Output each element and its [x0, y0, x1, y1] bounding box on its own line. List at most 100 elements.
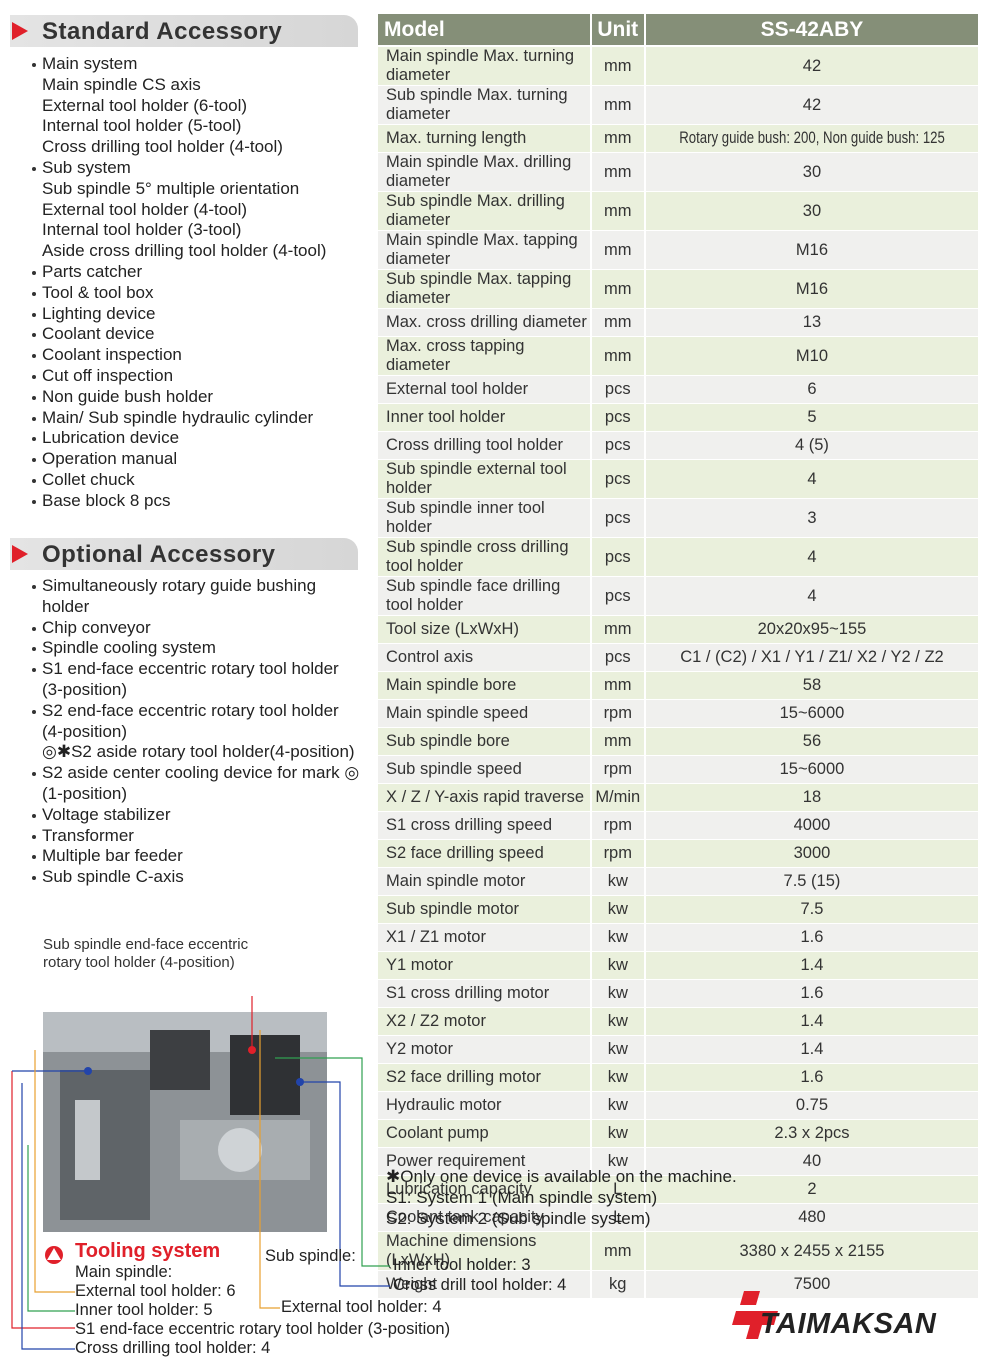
- table-cell: X2 / Z2 motor: [378, 1008, 592, 1036]
- table-row: S2 face drilling motor kw 1.6: [378, 1064, 980, 1092]
- table-cell: M16: [645, 270, 980, 309]
- table-row: Machine dimensions (LxWxH) mm 3380 x 2455 …: [378, 1232, 980, 1271]
- table-cell: Hydraulic motor: [378, 1092, 592, 1120]
- photo-part: [60, 1070, 150, 1220]
- table-cell: Lubrication capacity: [378, 1176, 592, 1204]
- table-row: Main spindle motor kw 7.5 (15): [378, 868, 980, 896]
- table-cell: Coolant tank capacity: [378, 1204, 592, 1232]
- table-cell: kw: [591, 924, 646, 952]
- callout-dot: [248, 1046, 256, 1054]
- table-row: Sub spindle cross drilling tool holder pc…: [378, 538, 980, 577]
- table-cell: pcs: [591, 376, 646, 404]
- table-cell: External tool holder: [378, 376, 592, 404]
- table-row: Control axis pcs C1 / (C2) / X1 / Y1 / Z1/…: [378, 644, 980, 672]
- photo-part: [230, 1035, 300, 1115]
- table-row: Max. cross drilling diameter mm 13: [378, 309, 980, 337]
- table-row: Sub spindle face drilling tool holder pcs…: [378, 577, 980, 616]
- table-cell: 2.3 x 2pcs: [645, 1120, 980, 1148]
- table-cell: 7500: [645, 1271, 980, 1299]
- table-row: Main spindle Max. turning diameter mm 42: [378, 47, 980, 86]
- table-cell: Sub spindle motor: [378, 896, 592, 924]
- table-cell: 56: [645, 728, 980, 756]
- list-subitem: Main spindle CS axis: [42, 74, 201, 94]
- table-cell: L: [591, 1176, 646, 1204]
- table-cell: Max. turning length: [378, 125, 592, 153]
- standard-list: Main system Main spindle CS axis External …: [30, 54, 368, 512]
- list-subitem: Internal tool holder (5-tool): [42, 116, 242, 136]
- table-row: S2 face drilling speed rpm 3000: [378, 840, 980, 868]
- list-item: Sub system: [30, 158, 368, 179]
- table-row: Main spindle Max. drilling diameter mm 30: [378, 153, 980, 192]
- table-cell: mm: [591, 192, 646, 231]
- table-row: Lubrication capacity L 2: [378, 1176, 980, 1204]
- table-cell: 4: [645, 460, 980, 499]
- header-cell: Model: [378, 14, 592, 47]
- table-row: S1 cross drilling speed rpm 4000: [378, 812, 980, 840]
- tooling-item: Inner tool holder: 5: [75, 1301, 213, 1319]
- table-row: Y1 motor kw 1.4: [378, 952, 980, 980]
- tooling-icon: [47, 1248, 61, 1260]
- table-cell: kw: [591, 1064, 646, 1092]
- list-subitem: Internal tool holder (3-tool): [42, 220, 242, 240]
- table-cell: M16: [645, 231, 980, 270]
- logo-mark: [732, 1291, 778, 1339]
- list-item: Main/ Sub spindle hydraulic cylinder: [30, 408, 368, 429]
- table-cell: Cross drilling tool holder: [378, 432, 592, 460]
- table-row: External tool holder pcs 6: [378, 376, 980, 404]
- table-cell: kg: [591, 1271, 646, 1299]
- list-subitem: Aside cross drilling tool holder (4-tool…: [42, 241, 327, 261]
- table-cell: 3000: [645, 840, 980, 868]
- table-row: S1 cross drilling motor kw 1.6: [378, 980, 980, 1008]
- photo-part: [218, 1128, 262, 1172]
- list-item: S2 aside center cooling device for mark …: [30, 763, 360, 805]
- table-cell: kw: [591, 1092, 646, 1120]
- table-cell: 1.4: [645, 952, 980, 980]
- table-cell: 3: [645, 499, 980, 538]
- list-subitem: External tool holder (4-tool): [42, 199, 248, 219]
- table-cell: Max. cross tapping diameter: [378, 337, 592, 376]
- table-cell: mm: [591, 728, 646, 756]
- list-item: Cut off inspection: [30, 366, 368, 387]
- tooling-item: External tool holder: 6: [75, 1282, 236, 1300]
- table-row: Max. cross tapping diameter mm M10: [378, 337, 980, 376]
- table-cell: Inner tool holder: [378, 404, 592, 432]
- table-row: Coolant tank capacity L 480: [378, 1204, 980, 1232]
- table-row: Sub spindle speed rpm 15~6000: [378, 756, 980, 784]
- table-row: Max. turning length mm Rotary guide bush: …: [378, 125, 980, 153]
- table-row: Main spindle speed rpm 15~6000: [378, 700, 980, 728]
- table-cell: kw: [591, 1008, 646, 1036]
- main-spindle-label: Main spindle:: [75, 1263, 173, 1281]
- callout-line: [275, 1057, 390, 1267]
- tooling-item: Cross drill tool holder: 4: [393, 1276, 567, 1294]
- table-cell: Machine dimensions (LxWxH): [378, 1232, 592, 1271]
- photo-diagram: [11, 996, 390, 1350]
- list-item: Base block 8 pcs: [30, 491, 368, 512]
- table-cell: 4 (5): [645, 432, 980, 460]
- callout-line: [259, 1030, 280, 1309]
- table-cell: Main spindle motor: [378, 868, 592, 896]
- table-row: Sub spindle external tool holder pcs 4: [378, 460, 980, 499]
- note-line: S2: System 2 (Sub spindle system): [386, 1209, 651, 1228]
- list-item: Tool & tool box: [30, 283, 368, 304]
- optional-list: Simultaneously rotary guide bushing hold…: [30, 576, 360, 888]
- table-cell: 2: [645, 1176, 980, 1204]
- table-cell: 15~6000: [645, 756, 980, 784]
- table-cell: 58: [645, 672, 980, 700]
- table-cell: mm: [591, 270, 646, 309]
- list-item: Chip conveyor: [30, 618, 360, 639]
- list-item: Lubrication device: [30, 428, 368, 449]
- list-item: S1 end-face eccentric rotary tool holder…: [30, 659, 360, 701]
- table-cell: Main spindle Max. turning diameter: [378, 47, 592, 86]
- table-cell: 480: [645, 1204, 980, 1232]
- table-row: Hydraulic motor kw 0.75: [378, 1092, 980, 1120]
- table-row: Y2 motor kw 1.4: [378, 1036, 980, 1064]
- table-cell: Sub spindle inner tool holder: [378, 499, 592, 538]
- table-row: Power requirement kw 40: [378, 1148, 980, 1176]
- table-cell: 1.4: [645, 1008, 980, 1036]
- table-cell: Sub spindle face drilling tool holder: [378, 577, 592, 616]
- table-cell: pcs: [591, 577, 646, 616]
- table-cell: 20x20x95~155: [645, 616, 980, 644]
- table-cell: 42: [645, 86, 980, 125]
- table-cell: Sub spindle speed: [378, 756, 592, 784]
